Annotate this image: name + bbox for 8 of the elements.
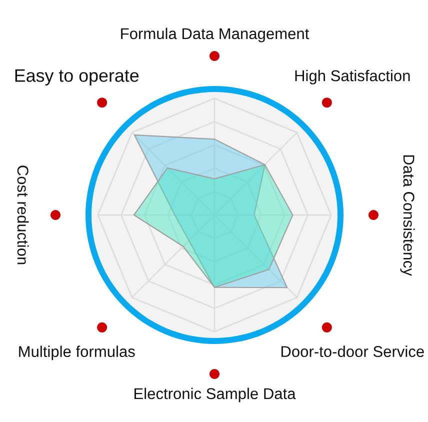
spoke-label: Data Consistency [400, 155, 415, 276]
spoke-label: Multiple formulas [19, 346, 135, 360]
spoke-label: Electronic Sample Data [134, 388, 296, 402]
spoke-label: Cost reduction [17, 166, 29, 264]
spoke-label: Easy to operate [15, 69, 139, 86]
spoke-label: High Satisfaction [295, 70, 410, 84]
spoke-label: Formula Data Management [121, 28, 310, 42]
spoke-label: Door-to-door Service [281, 346, 424, 358]
